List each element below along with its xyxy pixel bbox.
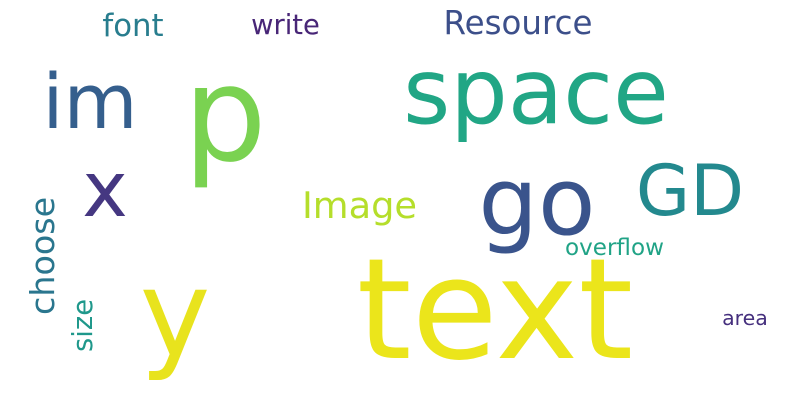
word-im: im — [42, 56, 138, 146]
word-write: write — [251, 10, 320, 42]
word-gd: GD — [635, 150, 745, 233]
word-overflow: overflow — [565, 235, 664, 262]
word-resource: Resource — [443, 3, 593, 42]
word-go: go — [478, 148, 596, 258]
word-size: size — [68, 298, 100, 352]
word-space: space — [403, 40, 669, 146]
word-p: p — [183, 38, 267, 192]
word-y: y — [139, 244, 211, 384]
word-x: x — [82, 145, 128, 235]
word-image: Image — [301, 184, 418, 228]
word-area: area — [722, 305, 768, 330]
word-text: text — [356, 228, 634, 392]
word-choose: choose — [23, 196, 62, 316]
word-font: font — [102, 7, 164, 44]
